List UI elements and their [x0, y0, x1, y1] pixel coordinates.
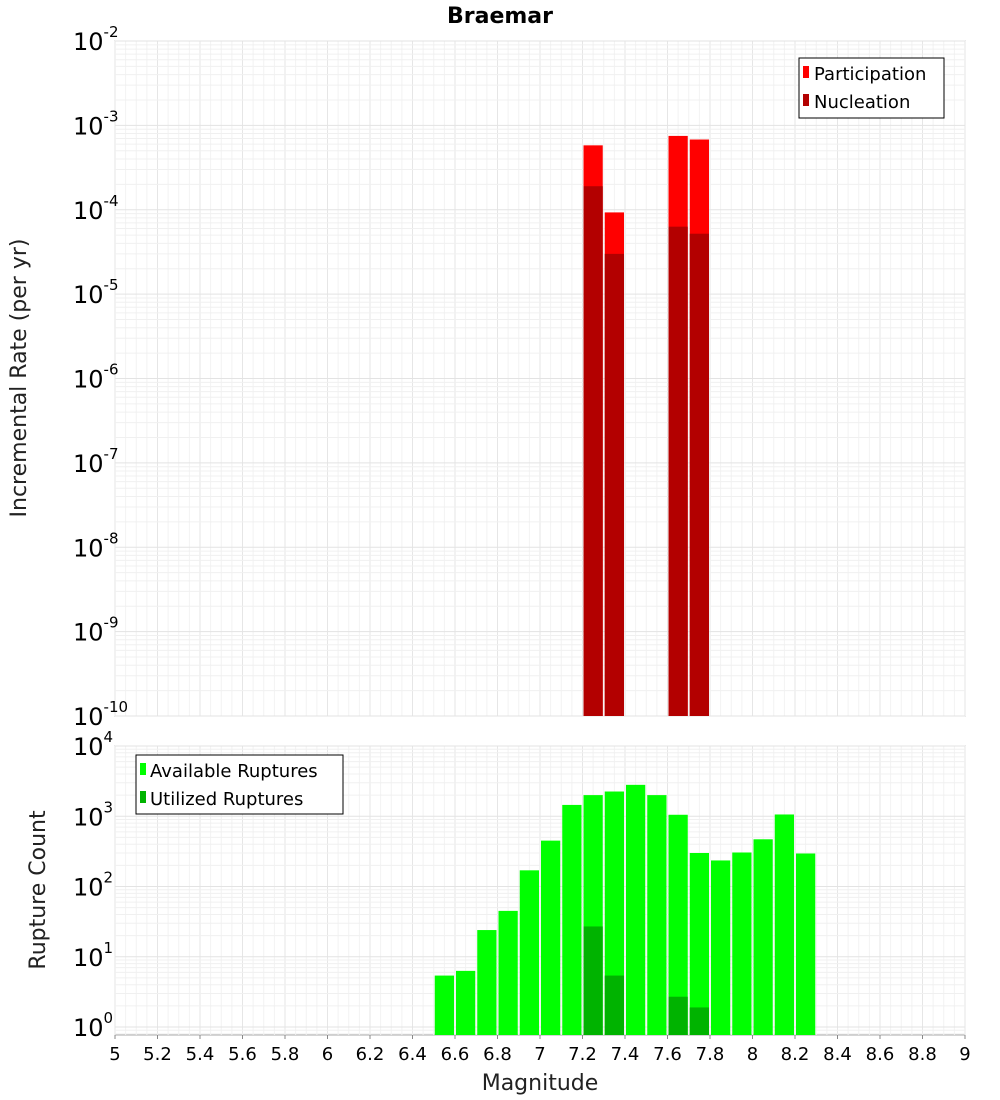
- top-legend[interactable]: Participation Nucleation: [798, 57, 945, 119]
- top-y-tick-labels: 10-2 10-3 10-4 10-5 10-6 10-7 10-8 10-9 10-10: [73, 23, 128, 731]
- x-tick-label: 6.2: [356, 1044, 385, 1065]
- nucleation-bar: [689, 233, 709, 716]
- x-tick-label: 5.2: [143, 1044, 172, 1065]
- available-ruptures-bar: [774, 814, 794, 1035]
- top-y-tick-label: 10-3: [73, 107, 119, 140]
- bottom-y-tick-labels: 100 101 102 103 104: [73, 728, 113, 1042]
- legend-utilized-swatch: [140, 791, 146, 803]
- x-tick-label: 8.4: [823, 1044, 852, 1065]
- bottom-y-tick-label: 102: [73, 869, 113, 902]
- x-tick-label: 8: [747, 1044, 758, 1065]
- x-tick-label: 6: [322, 1044, 333, 1065]
- top-y-tick-label: 10-8: [73, 529, 119, 562]
- available-ruptures-bar: [434, 975, 454, 1035]
- x-tick-label: 5: [109, 1044, 120, 1065]
- nucleation-bar: [604, 253, 624, 716]
- available-ruptures-bar: [498, 910, 518, 1035]
- available-ruptures-bar: [456, 970, 476, 1035]
- top-y-tick-label: 10-2: [73, 23, 119, 56]
- bottom-y-tick-label: 101: [73, 939, 113, 972]
- legend-participation-label: Participation: [814, 64, 926, 85]
- top-legend-box: [798, 57, 945, 119]
- available-ruptures-bar: [519, 870, 539, 1035]
- available-ruptures-bar: [562, 804, 582, 1035]
- bottom-y-tick-label: 100: [73, 1009, 113, 1042]
- top-y-tick-label: 10-9: [73, 614, 119, 647]
- bottom-panel: 100 101 102 103 104 5 5.2 5.4 5.6 5.8 6 6.2 6.4 6.6 6…: [26, 728, 971, 1096]
- bottom-y-tick-label: 104: [73, 728, 113, 761]
- utilized-ruptures-bar: [604, 975, 624, 1035]
- x-tick-label: 7.8: [696, 1044, 725, 1065]
- available-ruptures-bar: [753, 839, 773, 1035]
- utilized-ruptures-bar: [583, 926, 603, 1035]
- x-tick-label: 6.6: [441, 1044, 470, 1065]
- x-tick-label: 5.8: [271, 1044, 300, 1065]
- chart-title: Braemar: [447, 4, 553, 29]
- available-ruptures-bar: [668, 814, 688, 1035]
- available-ruptures-bar: [626, 784, 646, 1035]
- x-tick-label: 8.6: [866, 1044, 895, 1065]
- top-y-tick-label: 10-5: [73, 276, 119, 309]
- bottom-bars: [434, 784, 816, 1035]
- available-ruptures-bar: [732, 852, 752, 1035]
- legend-nucleation-label: Nucleation: [814, 92, 910, 113]
- top-y-tick-label: 10-4: [73, 192, 119, 225]
- available-ruptures-bar: [541, 840, 561, 1035]
- available-ruptures-bar: [689, 852, 709, 1035]
- available-ruptures-bar: [711, 860, 731, 1035]
- x-tick-label: 7.6: [653, 1044, 682, 1065]
- nucleation-bar: [583, 186, 603, 716]
- x-tick-label: 8.8: [908, 1044, 937, 1065]
- bottom-y-tick-label: 103: [73, 798, 113, 831]
- x-tick-label: 8.2: [781, 1044, 810, 1065]
- x-tick-labels: 5 5.2 5.4 5.6 5.8 6 6.2 6.4 6.6 6.8 7 7.2 7.4 7.6 7.8 8…: [109, 1035, 971, 1065]
- bottom-legend-box: [135, 754, 344, 815]
- x-axis-label: Magnitude: [482, 1071, 599, 1096]
- top-gridlines: [114, 40, 966, 717]
- x-tick-label: 5.4: [186, 1044, 215, 1065]
- x-tick-label: 9: [959, 1044, 970, 1065]
- top-y-axis-label: Incremental Rate (per yr): [7, 239, 32, 518]
- x-tick-label: 7.4: [611, 1044, 640, 1065]
- bottom-y-axis-label: Rupture Count: [26, 810, 51, 970]
- legend-nucleation-swatch: [803, 94, 809, 106]
- available-ruptures-bar: [604, 791, 624, 1035]
- x-tick-label: 6.4: [398, 1044, 427, 1065]
- nucleation-bar: [668, 226, 688, 716]
- legend-participation-swatch: [803, 66, 809, 78]
- top-y-tick-label: 10-7: [73, 445, 119, 478]
- utilized-ruptures-bar: [689, 1007, 709, 1035]
- legend-available-label: Available Ruptures: [150, 761, 318, 782]
- utilized-ruptures-bar: [668, 996, 688, 1035]
- available-ruptures-bar: [647, 795, 667, 1035]
- top-panel: 10-2 10-3 10-4 10-5 10-6 10-7 10-8 10-9 10-10 In…: [7, 23, 966, 731]
- available-ruptures-bar: [477, 930, 497, 1035]
- legend-utilized-label: Utilized Ruptures: [150, 789, 303, 810]
- x-tick-label: 5.6: [228, 1044, 257, 1065]
- legend-available-swatch: [140, 763, 146, 775]
- top-y-tick-label: 10-6: [73, 361, 119, 394]
- available-ruptures-bar: [796, 853, 816, 1035]
- x-tick-label: 7.2: [568, 1044, 597, 1065]
- top-bars: [583, 135, 709, 717]
- bottom-legend[interactable]: Available Ruptures Utilized Ruptures: [135, 754, 344, 815]
- x-tick-label: 7: [534, 1044, 545, 1065]
- x-tick-label: 6.8: [483, 1044, 512, 1065]
- top-y-tick-label: 10-10: [73, 698, 128, 731]
